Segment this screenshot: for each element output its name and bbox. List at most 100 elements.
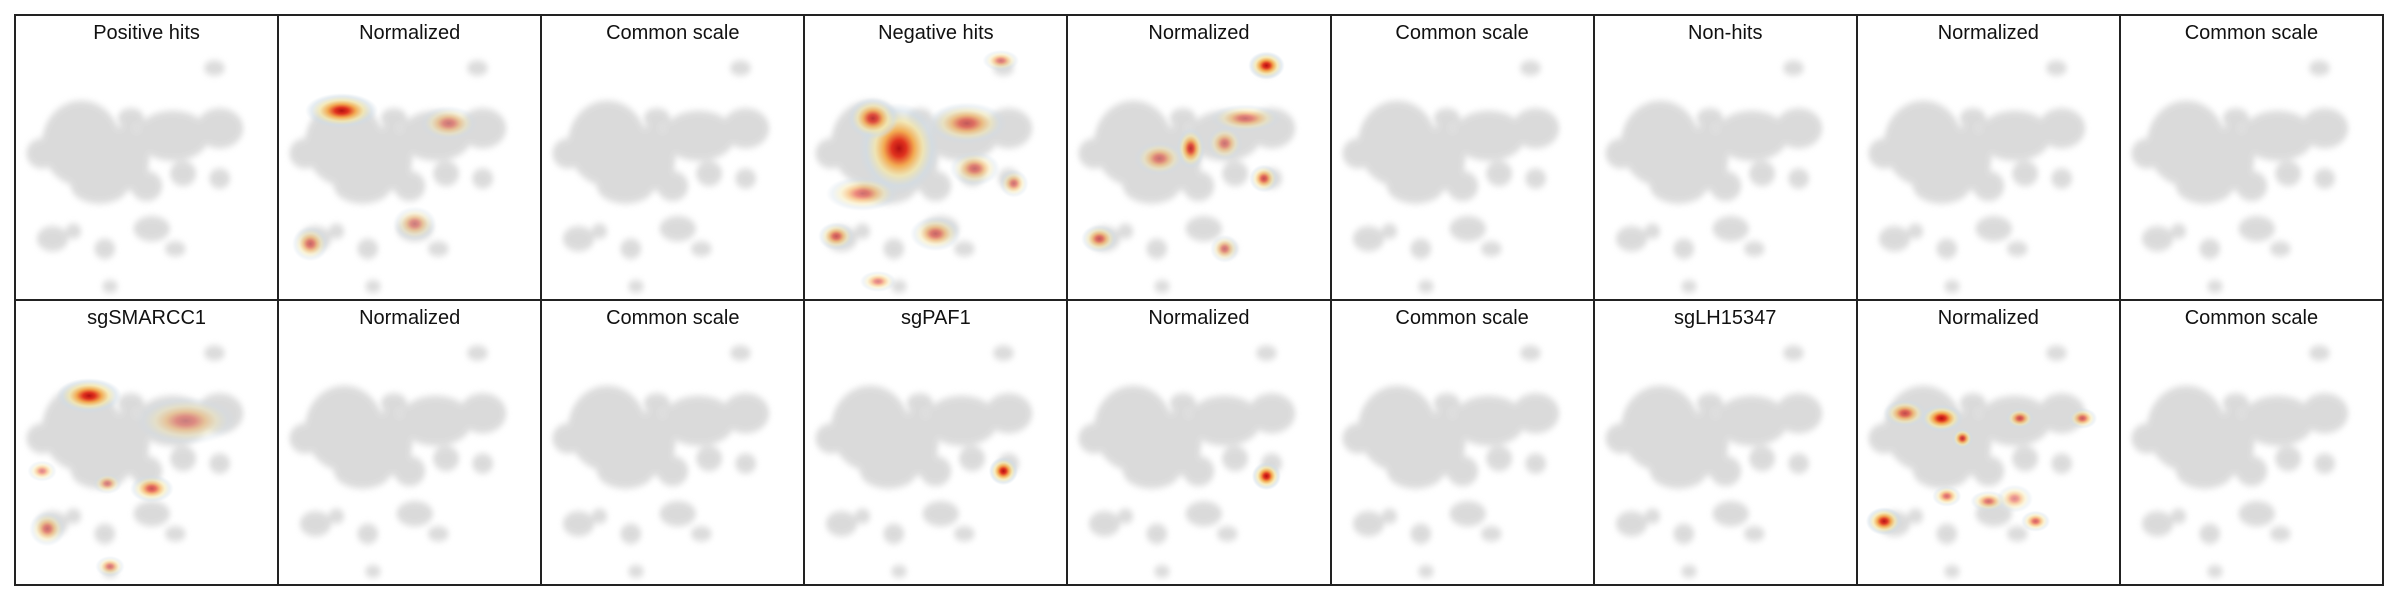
density-hotspot	[826, 176, 900, 212]
embedding-cluster	[1433, 393, 1460, 414]
embedding-cluster	[1381, 223, 1397, 239]
embedding-cluster	[2199, 238, 2221, 259]
embedding-cluster	[1222, 160, 1249, 187]
embedding-cluster	[2314, 453, 2335, 474]
embedding-cluster	[1357, 385, 1436, 472]
embedding-cluster	[65, 508, 82, 524]
embedding-cluster	[1146, 238, 1168, 259]
embedding-cluster	[2308, 60, 2330, 76]
density-hotspot	[927, 102, 1008, 145]
heatmap-panel: sgSMARCC1	[16, 301, 280, 586]
embedding-cluster	[1959, 393, 1986, 414]
embedding-cluster	[657, 455, 689, 487]
heatmap-panel: Common scale	[542, 16, 806, 301]
embedding-cluster	[1217, 526, 1239, 542]
embedding-cluster	[1774, 108, 1822, 149]
embedding-cluster	[1449, 216, 1486, 242]
embedding-cluster	[1972, 455, 2004, 487]
density-hotspot	[1919, 404, 1964, 433]
embedding-cluster	[1352, 511, 1384, 537]
panel-title: Normalized	[1937, 307, 2039, 329]
heatmap-panel: Normalized	[1857, 16, 2121, 301]
embedding-plot	[552, 60, 770, 293]
embedding-cluster	[2141, 226, 2174, 252]
embedding-cluster	[2006, 241, 2028, 257]
embedding-cluster	[65, 223, 82, 239]
embedding-cluster	[691, 526, 712, 542]
embedding-cluster	[1743, 241, 1765, 257]
embedding-cluster	[1154, 565, 1171, 578]
embedding-cluster	[1519, 60, 1541, 76]
embedding-cluster	[2235, 170, 2268, 202]
density-hotspot	[910, 216, 962, 252]
embedding-cluster	[467, 345, 488, 361]
embedding-cluster	[1615, 511, 1647, 537]
embedding-cluster	[2222, 393, 2249, 414]
embedding-silhouette	[815, 345, 1033, 578]
embedding-cluster	[1696, 108, 1723, 129]
embedding-cluster	[1696, 393, 1723, 414]
embedding-cluster	[164, 526, 186, 542]
density-hotspot	[1206, 125, 1244, 161]
panel-title: Common scale	[606, 22, 740, 44]
embedding-cluster	[393, 170, 426, 202]
embedding-cluster	[659, 501, 697, 527]
embedding-cluster	[42, 100, 121, 187]
embedding-cluster	[722, 108, 770, 149]
embedding-silhouette	[289, 345, 507, 578]
embedding-silhouette	[2131, 60, 2349, 293]
embedding-cluster	[1341, 423, 1374, 454]
density-hotspot	[29, 511, 66, 547]
embedding-cluster	[1183, 455, 1215, 487]
embedding-plot	[1078, 51, 1296, 293]
embedding-cluster	[1943, 565, 1960, 578]
embedding-cluster	[2240, 395, 2315, 446]
embedding-cluster	[1912, 453, 1971, 489]
embedding-cluster	[1615, 226, 1647, 252]
embedding-cluster	[203, 345, 225, 361]
panel-title: sgSMARCC1	[87, 307, 207, 329]
embedding-cluster	[1972, 170, 2004, 202]
panel-title: Normalized	[359, 22, 461, 44]
embedding-cluster	[563, 511, 595, 537]
embedding-cluster	[2011, 445, 2038, 472]
embedding-cluster	[1714, 110, 1788, 161]
embedding-cluster	[2170, 508, 2187, 524]
embedding-cluster	[815, 423, 848, 454]
heatmap-panel: Common scale	[2120, 301, 2384, 586]
embedding-cluster	[333, 453, 392, 489]
embedding-cluster	[1672, 238, 1694, 259]
embedding-cluster	[459, 393, 507, 434]
panel-title: Common scale	[2184, 307, 2319, 329]
embedding-cluster	[1868, 423, 1900, 454]
embedding-cluster	[2269, 241, 2291, 257]
embedding-cluster	[2141, 511, 2174, 537]
embedding-cluster	[1446, 170, 1478, 202]
embedding-cluster	[1386, 453, 1444, 489]
density-hotspot	[92, 473, 123, 495]
heatmap-panel: Normalized	[279, 16, 543, 301]
embedding-cluster	[328, 508, 345, 524]
embedding-cluster	[993, 345, 1015, 361]
embedding-plot	[1868, 60, 2085, 293]
density-hotspot	[1882, 399, 1927, 428]
embedding-cluster	[1605, 138, 1637, 169]
embedding-cluster	[722, 393, 770, 434]
embedding-cluster	[2011, 160, 2038, 187]
embedding-cluster	[396, 501, 434, 527]
embedding-cluster	[2274, 445, 2302, 472]
embedding-silhouette	[26, 60, 244, 293]
embedding-cluster	[2274, 160, 2302, 187]
density-hotspot	[847, 97, 899, 140]
embedding-cluster	[117, 393, 144, 414]
density-hotspot	[2067, 407, 2097, 429]
embedding-plot	[815, 345, 1033, 578]
embedding-cluster	[1943, 280, 1960, 293]
embedding-cluster	[380, 393, 408, 414]
embedding-silhouette	[2131, 345, 2349, 578]
embedding-cluster	[365, 280, 381, 293]
embedding-cluster	[170, 160, 197, 187]
density-hotspot	[949, 150, 1001, 187]
heatmap-panel: Normalized	[1857, 301, 2121, 586]
embedding-cluster	[203, 60, 225, 76]
